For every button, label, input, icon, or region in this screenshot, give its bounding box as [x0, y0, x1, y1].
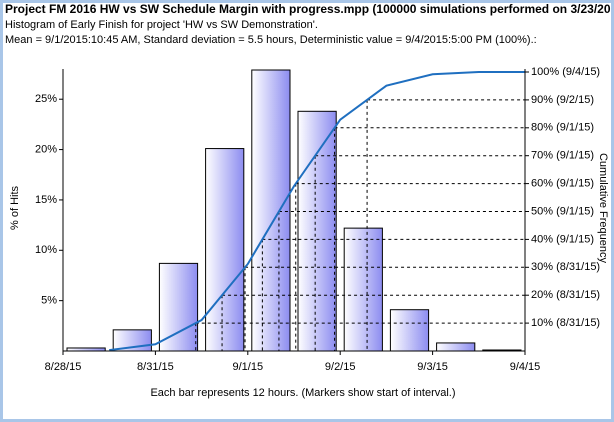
y2-tick-label: 50% (9/1/15) — [531, 205, 594, 217]
y2-tick-label: 10% (8/31/15) — [531, 317, 600, 329]
y-tick-label: 5% — [41, 295, 57, 307]
y2-tick-label: 60% (9/1/15) — [531, 178, 594, 190]
bar — [389, 309, 430, 352]
x-tick-label: 8/28/15 — [45, 361, 82, 373]
annotation: Mean = 9/1/2015:10:45 AM, Standard devia… — [5, 34, 537, 46]
y2-tick-label: 30% (8/31/15) — [531, 261, 600, 273]
bar — [436, 342, 476, 352]
x-tick-label: 9/1/15 — [233, 361, 264, 373]
y-tick-label: 25% — [35, 93, 57, 105]
bar — [158, 262, 199, 352]
y-tick-label: 10% — [35, 244, 57, 256]
x-tick-label: 9/3/15 — [417, 361, 448, 373]
x-axis-label: Each bar represents 12 hours. (Markers s… — [150, 387, 455, 399]
bar — [251, 69, 291, 352]
y2-tick-label: 90% (9/2/15) — [531, 94, 594, 106]
bar — [343, 227, 383, 352]
y2-axis-label: Cumulative Frequency — [597, 153, 609, 264]
x-tick-label: 9/4/15 — [510, 361, 541, 373]
subtitle: Histogram of Early Finish for project 'H… — [5, 19, 318, 31]
x-tick-label: 8/31/15 — [137, 361, 174, 373]
y2-tick-label: 80% (9/1/15) — [531, 122, 594, 134]
x-tick-label: 9/2/15 — [325, 361, 356, 373]
y2-tick-label: 20% (8/31/15) — [531, 289, 600, 301]
cumulative-line — [109, 71, 525, 352]
y-tick-label: 15% — [35, 194, 57, 206]
y-axis-label: % of Hits — [9, 185, 21, 230]
y-tick-label: 20% — [35, 143, 57, 155]
chart: Project FM 2016 HW vs SW Schedule Margin… — [5, 3, 611, 399]
y2-tick-label: 70% (9/1/15) — [531, 150, 594, 162]
y2-tick-label: 40% (9/1/15) — [531, 233, 594, 245]
chart-title: Project FM 2016 HW vs SW Schedule Margin… — [5, 3, 611, 16]
bar — [297, 110, 337, 352]
bar — [205, 148, 245, 352]
y2-tick-label: 100% (9/4/15) — [531, 66, 600, 78]
